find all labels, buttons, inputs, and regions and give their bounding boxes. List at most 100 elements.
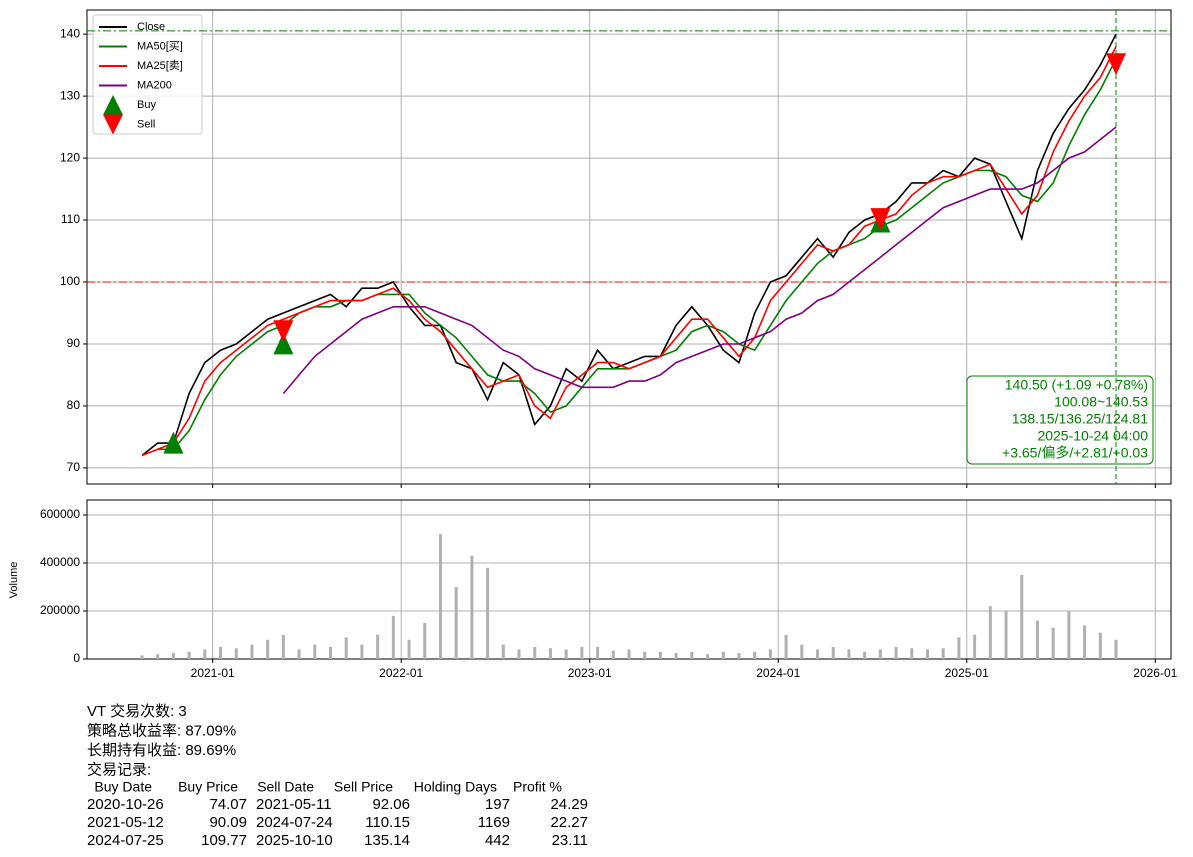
volume-bar bbox=[219, 647, 223, 659]
y-tick-label: 110 bbox=[61, 212, 80, 226]
table-cell: 109.77 bbox=[201, 832, 247, 849]
summary-line: 长期持有收益: 89.69% bbox=[87, 742, 236, 759]
volume-bar bbox=[1035, 620, 1039, 659]
trade-marker bbox=[273, 320, 294, 343]
y-tick-label: 120 bbox=[60, 150, 80, 164]
legend-label: Close bbox=[137, 21, 165, 33]
table-header: Buy Price bbox=[178, 779, 238, 795]
volume-bar bbox=[407, 639, 411, 659]
volume-bar bbox=[894, 647, 898, 659]
y-tick-label: 100 bbox=[60, 274, 80, 288]
legend-marker bbox=[103, 95, 123, 115]
volume-bar bbox=[438, 534, 442, 659]
volume-bar bbox=[737, 653, 741, 659]
volume-axes bbox=[86, 499, 1172, 660]
volume-bar bbox=[721, 651, 725, 659]
legend-label: MA25[卖] bbox=[137, 59, 183, 72]
annotation-text: 100.08~140.53 bbox=[1054, 394, 1148, 410]
table-cell: 92.06 bbox=[372, 796, 410, 813]
volume-bar bbox=[973, 635, 977, 659]
y-tick-label: 400000 bbox=[40, 555, 80, 569]
x-tick-label: 2021-01 bbox=[191, 666, 235, 680]
volume-bar bbox=[674, 653, 678, 659]
volume-bar bbox=[454, 587, 458, 659]
volume-bar bbox=[941, 648, 945, 659]
table-cell: 90.09 bbox=[209, 814, 247, 831]
table-header: Holding Days bbox=[414, 779, 497, 795]
volume-bar bbox=[187, 651, 191, 659]
volume-bar bbox=[611, 650, 615, 659]
volume-bar bbox=[816, 649, 820, 659]
table-cell: 2021-05-11 bbox=[256, 796, 332, 813]
table-cell: 22.27 bbox=[550, 814, 588, 831]
annotation-text: 2025-10-24 04:00 bbox=[1037, 428, 1148, 444]
trade-marker bbox=[273, 332, 294, 355]
summary-line: 策略总收益率: 87.09% bbox=[87, 722, 236, 739]
volume-bar bbox=[140, 655, 144, 659]
table-cell: 2024-07-24 bbox=[256, 814, 333, 831]
volume-bar bbox=[706, 654, 710, 659]
volume-bar bbox=[784, 635, 788, 659]
trade-marker bbox=[1106, 53, 1127, 76]
volume-bar bbox=[234, 648, 238, 659]
y-axis-label: Volume bbox=[8, 562, 20, 599]
volume-bar bbox=[1067, 611, 1071, 659]
volume-bar bbox=[1020, 575, 1024, 659]
volume-bar bbox=[847, 649, 851, 659]
volume-bar bbox=[423, 623, 427, 659]
volume-bar bbox=[171, 653, 175, 659]
table-cell: 2024-07-25 bbox=[87, 832, 164, 849]
volume-bar bbox=[203, 649, 207, 659]
table-cell: 2020-10-26 bbox=[87, 796, 164, 813]
table-cell: 1169 bbox=[478, 814, 510, 831]
y-tick-label: 0 bbox=[73, 651, 80, 665]
volume-bar bbox=[156, 654, 160, 659]
volume-bar bbox=[1098, 632, 1102, 659]
table-cell: 23.11 bbox=[552, 832, 588, 849]
annotation-text: 138.15/136.25/124.81 bbox=[1012, 411, 1148, 427]
x-tick-label: 2026-01 bbox=[1133, 666, 1177, 680]
y-tick-label: 130 bbox=[60, 88, 80, 102]
x-tick-label: 2022-01 bbox=[379, 666, 423, 680]
table-cell: 24.29 bbox=[550, 796, 588, 813]
table-header: Buy Date bbox=[94, 779, 152, 795]
volume-bar bbox=[564, 649, 568, 659]
volume-bar bbox=[533, 647, 537, 659]
volume-bar bbox=[250, 644, 254, 659]
volume-bar bbox=[753, 651, 757, 659]
volume-bar bbox=[548, 648, 552, 659]
volume-bar bbox=[391, 615, 395, 659]
volume-bar bbox=[800, 644, 804, 659]
volume-bar bbox=[360, 644, 364, 659]
table-cell: 442 bbox=[485, 832, 510, 849]
y-tick-label: 80 bbox=[67, 398, 81, 412]
series-line bbox=[282, 126, 1117, 395]
summary-line: 交易记录: bbox=[87, 760, 151, 778]
y-tick-label: 140 bbox=[60, 26, 80, 40]
volume-bar bbox=[831, 647, 835, 659]
volume-bar bbox=[297, 649, 301, 659]
table-cell: 110.15 bbox=[365, 814, 410, 831]
series-line bbox=[141, 46, 1117, 457]
volume-bar bbox=[501, 644, 505, 659]
volume-bar bbox=[863, 651, 867, 659]
volume-bar bbox=[690, 651, 694, 659]
volume-bar bbox=[580, 647, 584, 659]
table-header: Sell Date bbox=[257, 779, 314, 795]
trade-marker bbox=[870, 208, 891, 231]
table-header: Sell Price bbox=[334, 779, 393, 795]
table-cell: 197 bbox=[485, 796, 510, 813]
volume-bar bbox=[1051, 627, 1055, 659]
volume-bar bbox=[281, 635, 285, 659]
volume-bar bbox=[517, 649, 521, 659]
legend-label: MA200 bbox=[137, 79, 172, 91]
volume-bar bbox=[643, 651, 647, 659]
table-header: Profit % bbox=[513, 779, 562, 795]
volume-bar bbox=[329, 647, 333, 659]
volume-bar bbox=[658, 651, 662, 659]
volume-bar bbox=[910, 648, 914, 659]
volume-bar bbox=[376, 635, 380, 659]
volume-bar bbox=[1083, 625, 1087, 659]
